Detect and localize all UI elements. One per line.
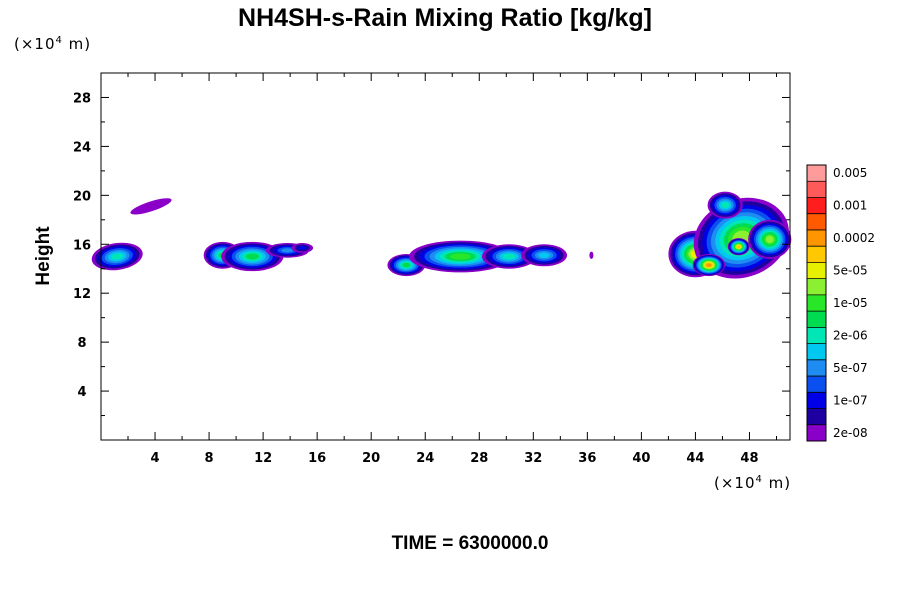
colorbar-label: 2e-08: [833, 426, 868, 440]
y-axis-unit: (×104 m): [14, 35, 91, 53]
x-tick-label: 28: [470, 451, 488, 466]
colorbar-swatch: [807, 408, 826, 426]
plot-frame: [100, 72, 791, 441]
contour-level: [297, 245, 307, 250]
colorbar-label: 1e-05: [833, 296, 868, 310]
colorbar-swatch: [807, 197, 826, 215]
blob-a: [91, 242, 143, 271]
colorbar-swatch: [807, 262, 826, 279]
colorbar-swatch: [807, 392, 826, 409]
chart-title: NH4SH-s-Rain Mixing Ratio [kg/kg]: [238, 4, 652, 32]
time-label: TIME = 6300000.0: [392, 533, 549, 554]
x-tick-label: 36: [578, 451, 596, 466]
contour-level: [736, 245, 741, 249]
blob-b: [130, 198, 172, 215]
colorbar-swatch: [807, 294, 826, 312]
contour-level: [111, 253, 124, 260]
contour-level: [281, 248, 294, 253]
blob-c4: [291, 243, 314, 253]
colorbar-swatch: [807, 229, 826, 247]
blob-d2: [409, 240, 512, 273]
blob-e3: [707, 191, 743, 219]
y-tick-label: 20: [73, 189, 91, 204]
blob-e4: [748, 219, 792, 259]
blob-e5: [692, 254, 726, 277]
blob-d1: [387, 254, 426, 277]
contour-level: [589, 251, 594, 259]
contour-level: [502, 253, 516, 260]
contour-level: [706, 263, 712, 267]
colorbar-swatch: [807, 165, 826, 182]
colorbar-swatch: [807, 181, 826, 198]
colorbar-label: 1e-07: [833, 393, 868, 407]
x-tick-label: 32: [524, 451, 542, 466]
y-tick-label: 12: [73, 287, 91, 302]
plot-area: [91, 72, 792, 441]
axis-ticks: [101, 73, 790, 440]
contour-level: [721, 202, 730, 209]
colorbar-label: 5e-07: [833, 361, 868, 375]
colorbar-label: 0.005: [833, 166, 867, 180]
blob-e6: [727, 238, 750, 256]
y-axis-title: Height: [33, 226, 54, 286]
y-tick-label: 8: [77, 336, 86, 351]
x-tick-label: 8: [205, 451, 214, 466]
colorbar-frame: [806, 164, 827, 442]
y-tick-labels: 4 8 12 16 20 24 28: [73, 91, 91, 400]
contour-level: [765, 235, 774, 244]
blob-d4: [521, 244, 568, 267]
x-tick-label: 44: [686, 451, 704, 466]
y-tick-label: 16: [73, 238, 91, 253]
colorbar-swatch: [807, 278, 826, 296]
contour-level: [402, 262, 411, 268]
blob-d3: [481, 244, 537, 269]
colorbar-swatch: [807, 424, 826, 442]
colorbar-swatch: [807, 327, 826, 344]
contour-level: [538, 252, 550, 259]
x-tick-label: 20: [362, 451, 380, 466]
colorbar-swatch: [807, 213, 826, 231]
x-tick-label: 40: [632, 451, 650, 466]
x-axis-unit: (×104 m): [714, 474, 791, 492]
contour-layer: [91, 191, 792, 279]
x-tick-label: 16: [308, 451, 326, 466]
colorbar-label: 5e-05: [833, 264, 868, 278]
colorbar-label: 0.001: [833, 199, 867, 213]
colorbar-swatch: [807, 311, 826, 328]
colorbar: 2e-08 1e-07 5e-07 2e-06 1e-05 5e-05 0.0002 0.00…: [806, 164, 875, 442]
colorbar-swatch: [807, 246, 826, 263]
x-tick-label: 12: [254, 451, 272, 466]
blob-speck: [589, 251, 594, 259]
colorbar-swatch: [807, 376, 826, 393]
blob-c2: [221, 241, 284, 272]
contour-level: [450, 253, 471, 260]
colorbar-swatch: [807, 343, 826, 361]
x-tick-label: 48: [740, 451, 758, 466]
y-tick-label: 28: [73, 91, 91, 106]
y-tick-label: 4: [77, 385, 86, 400]
x-tick-labels: 4 8 12 16 20 24 28 32 36 40 44 48: [151, 451, 759, 466]
colorbar-label: 0.0002: [833, 231, 875, 245]
x-tick-label: 4: [151, 451, 160, 466]
colorbar-swatch: [807, 359, 826, 377]
x-tick-label: 24: [416, 451, 434, 466]
contour-level: [130, 198, 172, 215]
colorbar-label: 2e-06: [833, 328, 868, 342]
contour-level: [245, 253, 259, 260]
y-tick-label: 24: [73, 140, 91, 155]
